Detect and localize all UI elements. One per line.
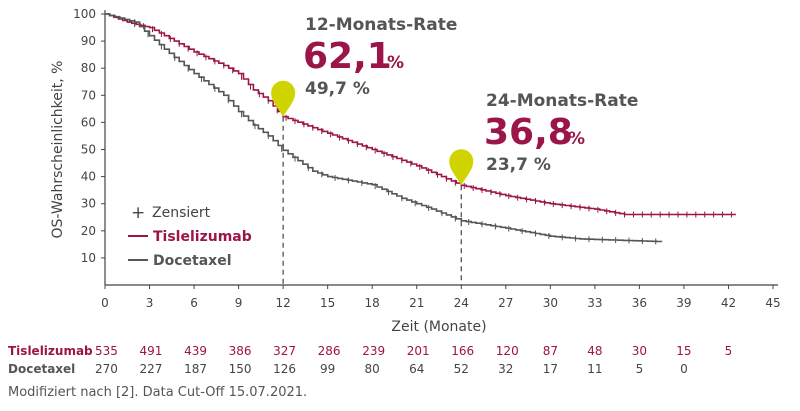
- x-tick-label: 39: [676, 296, 691, 310]
- location-pin-icon: [449, 149, 474, 186]
- risk-count: 535: [95, 344, 118, 358]
- risk-count: 80: [364, 362, 380, 376]
- x-tick-label: 42: [721, 296, 736, 310]
- annotation-secondary-value: 23,7 %: [486, 155, 551, 175]
- risk-count: 17: [542, 362, 558, 376]
- risk-count: 150: [228, 362, 252, 376]
- x-tick-label: 12: [275, 296, 290, 310]
- annotation-title: 12-Monats-Rate: [305, 15, 457, 35]
- annotation-unit: %: [387, 53, 404, 73]
- y-tick-label: 10: [81, 251, 96, 265]
- legend-tislelizumab: Tislelizumab: [153, 229, 252, 245]
- x-tick-label: 24: [454, 296, 469, 310]
- annotation-main-value: 62,1: [303, 36, 392, 77]
- risk-count: 48: [587, 344, 603, 358]
- x-tick-label: 9: [235, 296, 243, 310]
- risk-count: 386: [228, 344, 252, 358]
- y-axis-label: OS-Wahrscheinlichkeit, %: [50, 61, 66, 239]
- annotation-secondary-value: 49,7 %: [305, 79, 370, 99]
- y-tick-label: 100: [73, 7, 96, 21]
- y-tick-label: 20: [81, 224, 96, 238]
- x-tick-label: 33: [587, 296, 602, 310]
- y-tick-label: 90: [81, 34, 96, 48]
- legend-docetaxel: Docetaxel: [153, 253, 232, 269]
- risk-count: 187: [184, 362, 207, 376]
- risk-count: 52: [453, 362, 469, 376]
- y-tick-label: 80: [81, 61, 96, 75]
- x-tick-label: 30: [543, 296, 558, 310]
- annotation-unit: %: [568, 129, 585, 149]
- risk-count: 126: [273, 362, 297, 376]
- y-tick-label: 70: [81, 88, 96, 102]
- risk-count: 286: [317, 344, 341, 358]
- risk-count: 99: [320, 362, 336, 376]
- risk-row-label: Tislelizumab: [8, 344, 93, 358]
- risk-count: 166: [451, 344, 475, 358]
- risk-row-label: Docetaxel: [8, 362, 76, 376]
- risk-count: 270: [95, 362, 118, 376]
- x-tick-label: 0: [101, 296, 109, 310]
- risk-count: 120: [495, 344, 519, 358]
- x-tick-label: 27: [498, 296, 513, 310]
- y-tick-label: 40: [81, 170, 96, 184]
- x-tick-label: 6: [190, 296, 198, 310]
- x-tick-label: 36: [632, 296, 647, 310]
- risk-count: 227: [139, 362, 163, 376]
- curve-tislelizumab: [105, 13, 736, 216]
- risk-count: 201: [406, 344, 430, 358]
- risk-count: 491: [139, 344, 163, 358]
- annotation-main-value: 36,8: [484, 112, 573, 153]
- x-tick-label: 3: [146, 296, 154, 310]
- footnote: Modifiziert nach [2]. Data Cut-Off 15.07…: [8, 385, 308, 400]
- x-tick-label: 21: [409, 296, 424, 310]
- risk-count: 15: [676, 344, 692, 358]
- risk-count: 87: [542, 344, 558, 358]
- y-tick-label: 60: [81, 115, 96, 129]
- curve-docetaxel: [105, 13, 663, 243]
- risk-count: 239: [362, 344, 386, 358]
- annotation-title: 24-Monats-Rate: [486, 91, 638, 111]
- x-axis-label: Zeit (Monate): [391, 319, 486, 335]
- risk-count: 0: [680, 362, 688, 376]
- risk-count: 5: [635, 362, 644, 376]
- y-tick-label: 30: [81, 197, 96, 211]
- x-tick-label: 15: [320, 296, 335, 310]
- risk-count: 439: [184, 344, 207, 358]
- x-tick-label: 18: [365, 296, 380, 310]
- risk-count: 64: [409, 362, 425, 376]
- risk-count: 32: [498, 362, 514, 376]
- x-tick-label: 45: [765, 296, 780, 310]
- legend-censored: Zensiert: [152, 205, 211, 221]
- y-tick-label: 50: [81, 143, 96, 157]
- risk-count: 30: [631, 344, 648, 358]
- risk-count: 5: [724, 344, 733, 358]
- location-pin-icon: [271, 80, 296, 117]
- risk-count: 11: [587, 362, 603, 376]
- censored-plus-icon: +: [131, 203, 145, 223]
- risk-count: 327: [273, 344, 297, 358]
